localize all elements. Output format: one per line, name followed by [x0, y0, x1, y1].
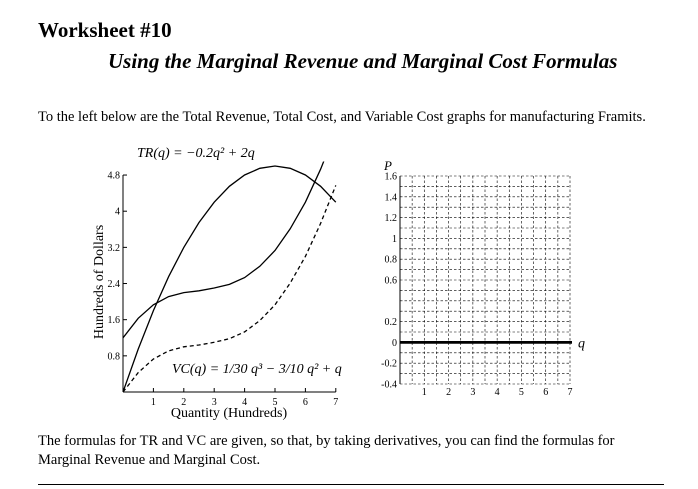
y-tick-label: 0.8 — [108, 351, 121, 362]
p-tick-label: 0.6 — [385, 276, 398, 287]
worksheet-title: Worksheet #10 — [38, 18, 172, 42]
x-tick-label: 3 — [212, 397, 217, 408]
q-tick-label: 1 — [422, 387, 427, 398]
y-tick-label: 1.6 — [108, 315, 121, 326]
q-tick-label: 7 — [568, 387, 573, 398]
x-tick-label: 1 — [151, 397, 156, 408]
p-tick-label: 0.2 — [385, 317, 398, 328]
q-axis-label: q — [578, 336, 585, 351]
p-tick-label: 1.6 — [385, 172, 398, 183]
p-tick-label: -0.4 — [381, 380, 397, 391]
series-tr-line — [123, 165, 337, 392]
p-tick-label: 0 — [392, 338, 397, 349]
x-tick-label: 5 — [273, 397, 278, 408]
p-tick-label: -0.2 — [381, 359, 397, 370]
y-tick-label: 2.4 — [108, 279, 121, 290]
series-vc-line — [123, 185, 337, 392]
marginal-grid-chart: -0.4 -0.2 0 0.2 0.6 0.8 1 1.2 1.4 1.6 1 2 3 4 5 6 7 Pq — [381, 158, 585, 398]
y-axis-label: Hundreds of Dollars — [92, 225, 107, 339]
series-tc-line — [123, 161, 325, 339]
y-tick-label: 4 — [115, 207, 120, 218]
vc-formula: VC(q) = 1/30 q³ − 3/10 q² + q — [172, 362, 342, 377]
q-tick-label: 3 — [470, 387, 475, 398]
worksheet-subtitle: Using the Marginal Revenue and Marginal … — [108, 49, 618, 73]
p-tick-label: 1.2 — [385, 213, 398, 224]
q-tick-label: 2 — [446, 387, 451, 398]
x-tick-label: 4 — [242, 397, 247, 408]
x-tick-label: 7 — [333, 397, 338, 408]
cost-revenue-chart: 1 2 3 4 5 6 7 0.8 1.6 2.4 3.2 4 4.8 TR(q) = −0.2q² + … — [92, 146, 342, 421]
bottom-rule — [38, 484, 664, 485]
p-tick-label: 0.8 — [385, 255, 398, 266]
p-tick-label: 1.4 — [385, 192, 398, 203]
conclusion-paragraph: The formulas for TR and VC are given, so… — [38, 433, 615, 468]
tr-formula: TR(q) = −0.2q² + 2q — [137, 146, 255, 161]
p-tick-label: 1 — [392, 234, 397, 245]
q-tick-label: 4 — [495, 387, 500, 398]
intro-paragraph: To the left below are the Total Revenue,… — [38, 109, 646, 125]
p-axis-label: P — [383, 158, 392, 173]
q-tick-label: 6 — [543, 387, 548, 398]
y-tick-label: 4.8 — [108, 171, 121, 182]
y-tick-label: 3.2 — [108, 243, 121, 254]
x-axis-label: Quantity (Hundreds) — [171, 406, 288, 421]
q-tick-label: 5 — [519, 387, 524, 398]
x-tick-label: 6 — [303, 397, 308, 408]
x-tick-label: 2 — [181, 397, 186, 408]
